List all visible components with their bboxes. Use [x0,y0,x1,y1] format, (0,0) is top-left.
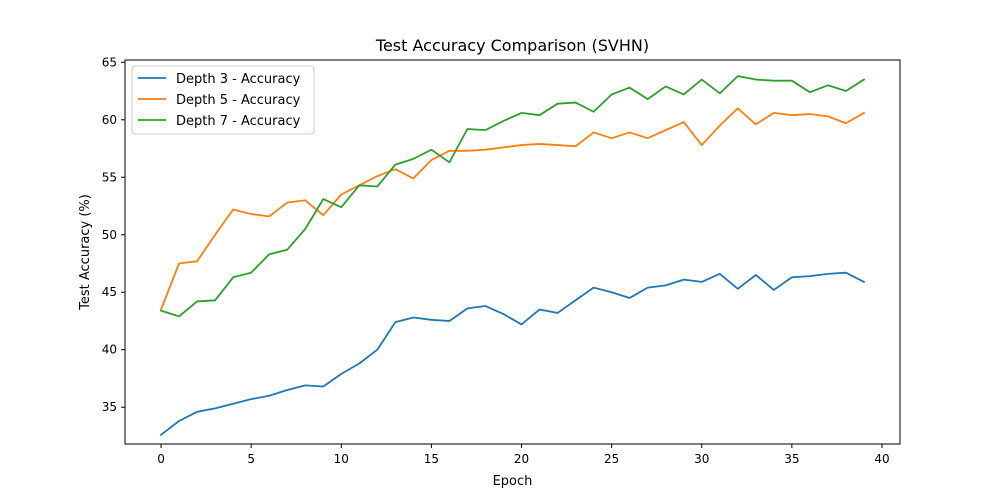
x-tick-label: 30 [694,452,709,466]
x-tick-label: 10 [334,452,349,466]
y-tick-label: 55 [102,170,117,184]
legend-label: Depth 3 - Accuracy [176,72,301,87]
x-axis-ticks: 0 5 10 15 20 25 30 35 40 [157,444,890,466]
series-line-depth-7 [159,75,866,318]
chart-title: Test Accuracy Comparison (SVHN) [375,36,649,55]
x-tick-label: 40 [874,452,889,466]
legend-label: Depth 7 - Accuracy [176,114,301,129]
series-line-depth-5 [159,107,866,311]
legend-box [131,65,315,135]
legend-label: Depth 5 - Accuracy [176,93,301,108]
x-tick-label: 25 [604,452,619,466]
y-tick-label: 60 [102,113,117,127]
y-tick-label: 50 [102,228,117,242]
x-tick-label: 20 [514,452,529,466]
y-tick-label: 35 [102,400,117,414]
x-axis-label: Epoch [493,474,533,489]
series-layer [159,75,866,437]
plot-frame [124,59,901,445]
y-tick-label: 40 [102,343,117,357]
x-tick-label: 35 [784,452,799,466]
y-axis-ticks: 35 40 45 50 55 60 65 [102,55,125,414]
y-tick-label: 65 [102,55,117,69]
legend: Depth 3 - Accuracy Depth 5 - Accuracy Dept… [131,65,315,135]
x-tick-label: 0 [157,452,165,466]
x-tick-label: 5 [247,452,255,466]
x-tick-label: 15 [424,452,439,466]
y-axis-label: Test Accuracy (%) [78,194,93,311]
series-line-depth-3 [159,271,866,437]
y-tick-label: 45 [102,285,117,299]
